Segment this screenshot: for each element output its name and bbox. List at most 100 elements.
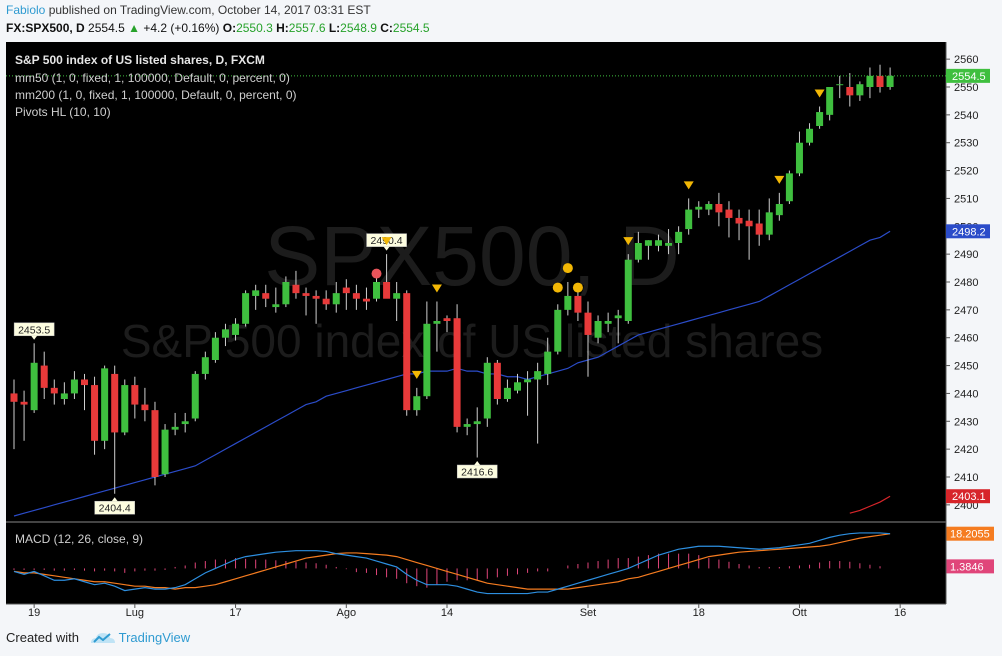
candle[interactable]	[373, 276, 381, 302]
candle[interactable]	[524, 371, 532, 416]
candle[interactable]	[886, 67, 894, 90]
candle[interactable]	[514, 373, 521, 394]
candle[interactable]	[352, 284, 360, 310]
candle[interactable]	[654, 234, 662, 252]
y-tick-label: 2510	[954, 193, 978, 205]
candle[interactable]	[594, 315, 602, 344]
candle[interactable]	[151, 401, 159, 486]
candle[interactable]	[876, 64, 884, 93]
candle[interactable]	[20, 390, 28, 441]
candle[interactable]	[161, 424, 169, 477]
candle[interactable]	[836, 75, 844, 99]
candle[interactable]	[141, 387, 149, 422]
candle-body	[262, 293, 270, 299]
candle[interactable]	[584, 301, 592, 377]
candle[interactable]	[775, 192, 783, 221]
candle[interactable]	[826, 87, 834, 121]
candle[interactable]	[242, 290, 250, 327]
candle[interactable]	[50, 379, 58, 405]
chart-background	[6, 42, 946, 604]
price-tag-label: 2498.2	[952, 226, 986, 238]
legend-mm200[interactable]: mm200 (1, 0, fixed, 1, 100000, Default, …	[15, 88, 297, 102]
candle[interactable]	[111, 365, 119, 494]
candle[interactable]	[201, 351, 209, 380]
candle[interactable]	[60, 382, 68, 405]
candle[interactable]	[322, 290, 330, 310]
candle[interactable]	[262, 284, 270, 308]
candle[interactable]	[413, 387, 421, 416]
candle[interactable]	[332, 282, 340, 313]
candle[interactable]	[695, 201, 703, 218]
candle[interactable]	[383, 254, 391, 299]
candle[interactable]	[806, 123, 814, 146]
legend-mm50[interactable]: mm50 (1, 0, fixed, 1, 100000, Default, 0…	[15, 71, 290, 85]
candle[interactable]	[91, 376, 99, 455]
candle[interactable]	[131, 376, 139, 419]
candle[interactable]	[171, 412, 179, 436]
candle[interactable]	[121, 379, 129, 436]
candle[interactable]	[624, 254, 632, 324]
candle[interactable]	[634, 231, 642, 263]
candle[interactable]	[463, 418, 471, 436]
candle[interactable]	[785, 170, 793, 204]
candle[interactable]	[705, 201, 713, 216]
candle[interactable]	[685, 198, 693, 235]
candle[interactable]	[644, 240, 652, 260]
candle[interactable]	[544, 337, 552, 386]
legend-pivots[interactable]: Pivots HL (10, 10)	[15, 105, 111, 119]
candle[interactable]	[80, 373, 88, 411]
candle[interactable]	[40, 351, 48, 399]
candle[interactable]	[30, 343, 38, 413]
candle[interactable]	[765, 198, 773, 241]
candle[interactable]	[453, 304, 461, 433]
candle[interactable]	[101, 365, 109, 450]
candle[interactable]	[70, 371, 78, 399]
candle[interactable]	[252, 284, 260, 310]
candle[interactable]	[554, 304, 562, 355]
candle[interactable]	[211, 332, 219, 363]
candle[interactable]	[675, 226, 683, 255]
candle[interactable]	[866, 67, 874, 99]
candle[interactable]	[604, 312, 612, 333]
candle[interactable]	[292, 270, 300, 299]
macd-legend[interactable]: MACD (12, 26, close, 9)	[15, 532, 143, 546]
candle[interactable]	[232, 318, 240, 341]
candle[interactable]	[534, 362, 542, 444]
candle[interactable]	[221, 323, 229, 347]
candle[interactable]	[362, 287, 370, 310]
candle[interactable]	[473, 407, 481, 458]
candle[interactable]	[846, 73, 854, 107]
candle[interactable]	[483, 357, 491, 427]
candle[interactable]	[755, 209, 763, 246]
candle-body	[534, 371, 542, 380]
candle[interactable]	[725, 201, 733, 238]
candle[interactable]	[795, 131, 803, 177]
candle[interactable]	[614, 309, 622, 344]
author-link[interactable]: Fabiolo	[6, 3, 46, 17]
tradingview-link[interactable]: TradingView	[118, 630, 191, 645]
candle[interactable]	[342, 279, 350, 310]
candle[interactable]	[564, 282, 572, 316]
candle[interactable]	[403, 290, 411, 416]
candle[interactable]	[423, 301, 431, 400]
candle[interactable]	[715, 192, 723, 227]
candle[interactable]	[191, 371, 199, 422]
candle-body	[795, 142, 803, 174]
candle[interactable]	[816, 106, 824, 129]
candle[interactable]	[272, 287, 280, 313]
candle[interactable]	[181, 412, 189, 433]
candle[interactable]	[302, 287, 310, 316]
candle[interactable]	[312, 290, 320, 324]
candle[interactable]	[10, 379, 18, 450]
candle[interactable]	[443, 315, 451, 333]
candle[interactable]	[493, 360, 501, 405]
candle[interactable]	[503, 379, 511, 402]
candle[interactable]	[433, 301, 441, 352]
candle[interactable]	[856, 81, 864, 101]
candle[interactable]	[735, 209, 743, 241]
candle[interactable]	[665, 229, 673, 255]
candle[interactable]	[282, 276, 290, 308]
candle[interactable]	[393, 282, 401, 321]
candle[interactable]	[745, 209, 753, 260]
